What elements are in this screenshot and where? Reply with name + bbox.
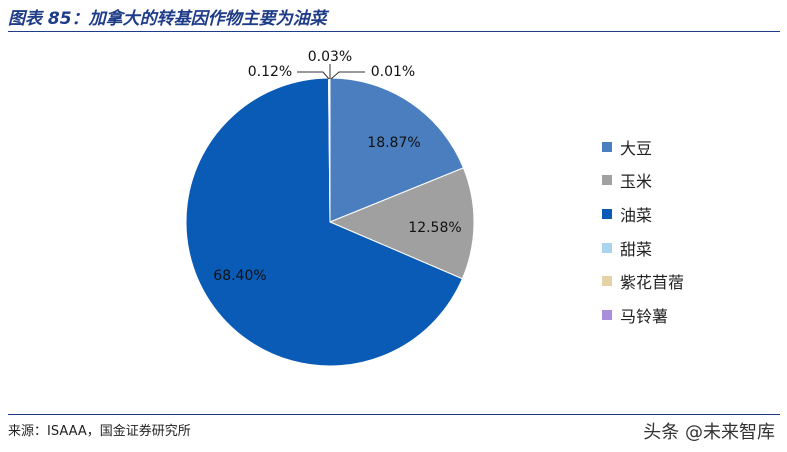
legend-label: 甜菜: [620, 239, 653, 259]
legend-label: 油菜: [620, 205, 653, 225]
data-label-6: 0.01%: [371, 64, 415, 80]
legend-label: 紫花苜蓿: [620, 273, 685, 293]
legend-item-3: 油菜: [602, 197, 684, 231]
legend-swatch: [602, 242, 612, 253]
data-label-3: 68.40%: [213, 268, 266, 284]
pie-chart: 18.87% 12.58% 68.40% 0.12% 0.03% 0.01%: [185, 49, 475, 367]
legend-swatch: [602, 208, 612, 219]
legend-item-2: 玉米: [602, 164, 684, 198]
legend-swatch: [602, 141, 612, 152]
legend-item-6: 马铃薯: [602, 298, 684, 332]
source-note: 来源：ISAAA，国金证券研究所: [8, 424, 191, 439]
data-label-5: 0.03%: [308, 49, 352, 65]
legend-label: 大豆: [620, 138, 653, 158]
data-label-4: 0.12%: [248, 64, 292, 80]
legend-label: 玉米: [620, 172, 653, 192]
pie-slice-2: [328, 167, 475, 280]
legend-swatch: [602, 175, 612, 186]
leader-line-6: [330, 71, 365, 80]
data-label-2: 12.58%: [408, 220, 461, 236]
legend-label: 马铃薯: [620, 306, 669, 326]
leader-line-4: [297, 71, 330, 80]
legend-swatch: [602, 309, 612, 320]
legend-item-4: 甜菜: [602, 231, 684, 265]
legend: 大豆玉米油菜甜菜紫花苜蓿马铃薯: [602, 130, 684, 332]
watermark: 头条 @未来智库: [643, 422, 775, 443]
data-label-1: 18.87%: [367, 135, 420, 151]
legend-swatch: [602, 276, 612, 287]
source-rule: [8, 414, 780, 415]
chart-title: 图表 85：加拿大的转基因作物主要为油菜: [8, 9, 327, 29]
pie-slice-1: [329, 77, 465, 223]
pie-slice-3: [185, 77, 464, 367]
legend-item-5: 紫花苜蓿: [602, 264, 684, 298]
title-rule: [8, 31, 780, 32]
legend-item-1: 大豆: [602, 130, 684, 164]
